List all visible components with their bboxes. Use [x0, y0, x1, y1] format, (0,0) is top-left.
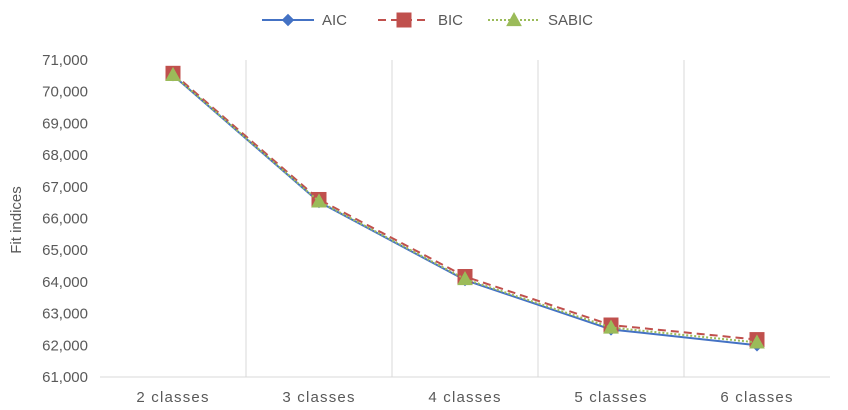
- x-tick-label: 5 classes: [574, 389, 647, 406]
- legend-marker-sabic: [506, 11, 522, 27]
- y-tick-label: 67,000: [42, 179, 88, 196]
- series-aic: [166, 69, 764, 352]
- series-line-bic: [172, 72, 758, 341]
- series-layer: [165, 65, 765, 352]
- legend-label-aic: AIC: [322, 12, 347, 29]
- data-point-sabic: [165, 66, 181, 81]
- y-tick-label: 63,000: [42, 306, 88, 323]
- y-tick-label: 62,000: [42, 337, 88, 354]
- y-tick-label: 64,000: [42, 274, 88, 291]
- data-point-sabic: [749, 334, 765, 349]
- series-bic: [165, 65, 765, 348]
- y-tick-label: 69,000: [42, 115, 88, 132]
- legend-item-aic: AIC: [262, 12, 347, 29]
- x-tick-label: 3 classes: [282, 389, 355, 406]
- data-point-sabic: [457, 271, 473, 286]
- axis-layer: 61,000 62,000 63,000 64,000 65,000 66,000 67,0…: [42, 52, 830, 406]
- legend-item-sabic: SABIC: [488, 11, 593, 29]
- series-line-aic: [172, 74, 758, 347]
- y-tick-label: 61,000: [42, 369, 88, 386]
- grid-layer: [245, 60, 685, 377]
- data-point-sabic: [603, 319, 619, 334]
- legend-marker-bic: [396, 12, 412, 28]
- legend-item-bic: BIC: [378, 12, 463, 29]
- legend: AIC BIC SABIC: [262, 11, 593, 29]
- legend-label-bic: BIC: [438, 12, 463, 29]
- y-tick-label: 68,000: [42, 147, 88, 164]
- y-tick-label: 71,000: [42, 52, 88, 69]
- y-tick-label: 65,000: [42, 242, 88, 259]
- x-tick-label: 2 classes: [136, 389, 209, 406]
- x-tick-label: 6 classes: [720, 389, 793, 406]
- series-sabic: [165, 66, 765, 349]
- legend-marker-aic: [281, 13, 295, 27]
- y-axis-title: Fit indices: [8, 186, 25, 254]
- y-tick-label: 70,000: [42, 84, 88, 101]
- series-line-sabic: [172, 74, 758, 344]
- x-tick-label: 4 classes: [428, 389, 501, 406]
- data-point-sabic: [311, 193, 327, 208]
- y-tick-label: 66,000: [42, 211, 88, 228]
- legend-label-sabic: SABIC: [548, 12, 593, 29]
